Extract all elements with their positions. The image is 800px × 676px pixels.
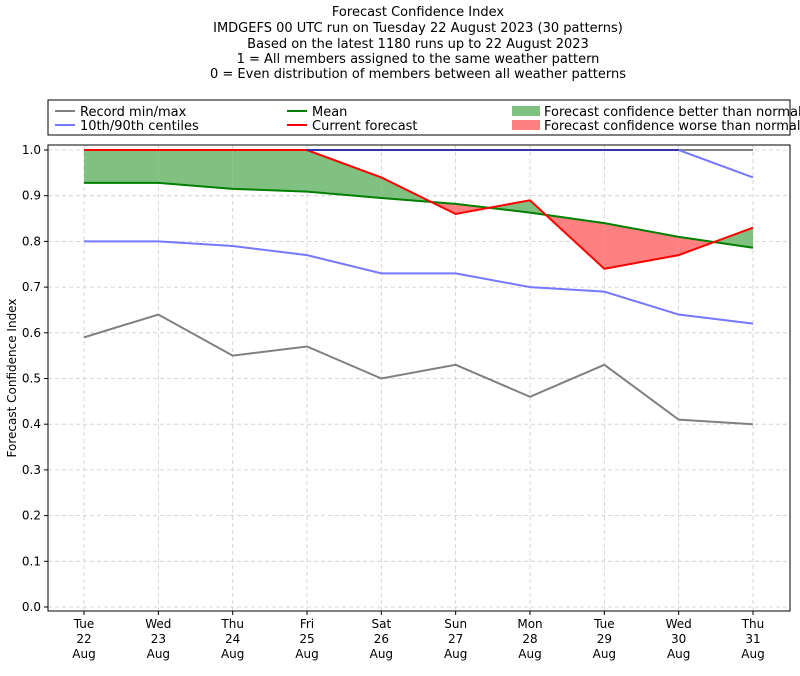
x-tick-label: Aug [444, 647, 467, 661]
x-tick-label: Sat [371, 617, 391, 631]
chart-subtitle-4: 0 = Even distribution of members between… [209, 67, 627, 82]
legend-label: Forecast confidence better than normal [544, 105, 800, 120]
x-tick-label: Sun [444, 617, 467, 631]
p10-line [84, 240, 754, 325]
record-min-line [83, 313, 754, 426]
legend-label: Record min/max [80, 105, 187, 120]
better-than-normal-area [489, 200, 530, 213]
worse-than-normal-area [604, 223, 679, 269]
y-tick-label: 0.9 [22, 189, 41, 203]
x-tick-label: Fri [300, 617, 314, 631]
x-tick-label: Wed [145, 617, 171, 631]
x-tick-label: Aug [221, 647, 244, 661]
x-tick-label: Aug [593, 647, 616, 661]
y-tick-label: 0.5 [22, 372, 41, 386]
y-tick-label: 0.6 [22, 326, 41, 340]
better-than-normal-area [158, 150, 233, 189]
legend-swatch [512, 120, 540, 130]
x-tick-label: Thu [220, 617, 244, 631]
x-tick-label: Thu [741, 617, 765, 631]
y-tick-label: 0.3 [22, 463, 41, 477]
y-tick-label: 0.1 [22, 554, 41, 568]
legend-label: 10th/90th centiles [80, 119, 199, 134]
legend-label: Mean [312, 105, 347, 120]
x-tick-label: 23 [151, 632, 166, 646]
y-axis-label: Forecast Confidence Index [5, 299, 19, 458]
x-tick-label: Aug [147, 647, 170, 661]
chart-subtitle-1: IMDGEFS 00 UTC run on Tuesday 22 August … [213, 21, 623, 36]
x-tick-label: 31 [745, 632, 760, 646]
x-tick-label: 25 [299, 632, 314, 646]
x-tick-label: Aug [295, 647, 318, 661]
x-tick-label: 24 [225, 632, 240, 646]
x-tick-label: 28 [522, 632, 537, 646]
x-tick-label: Mon [517, 617, 542, 631]
x-tick-label: 26 [374, 632, 389, 646]
x-tick-label: Aug [518, 647, 541, 661]
x-tick-label: 30 [671, 632, 686, 646]
x-tick-label: Aug [370, 647, 393, 661]
x-tick-label: Wed [666, 617, 692, 631]
chart-title: Forecast Confidence Index [331, 5, 505, 20]
y-tick-label: 0.8 [22, 234, 41, 248]
better-than-normal-area [307, 150, 382, 198]
chart-subtitle-2: Based on the latest 1180 runs up to 22 A… [247, 37, 589, 52]
x-tick-label: Aug [741, 647, 764, 661]
plot-frame [47, 144, 791, 612]
better-than-normal-area [84, 150, 159, 183]
x-tick-label: Tue [593, 617, 615, 631]
x-tick-label: 29 [597, 632, 612, 646]
y-tick-label: 0.4 [22, 417, 41, 431]
x-tick-label: Tue [73, 617, 95, 631]
better-than-normal-area [232, 150, 307, 192]
y-tick-label: 0.2 [22, 509, 41, 523]
y-tick-label: 0.7 [22, 280, 41, 294]
chart-subtitle-3: 1 = All members assigned to the same wea… [236, 52, 600, 67]
legend-swatch [512, 106, 540, 116]
x-tick-label: 27 [448, 632, 463, 646]
y-tick-label: 0.0 [22, 600, 41, 614]
x-tick-label: Aug [72, 647, 95, 661]
legend-label: Forecast confidence worse than normal [544, 119, 800, 134]
x-tick-label: Aug [667, 647, 690, 661]
legend-box [47, 99, 791, 136]
mean-line [84, 181, 754, 249]
legend-label: Current forecast [312, 119, 418, 134]
x-tick-label: 22 [76, 632, 91, 646]
y-tick-label: 1.0 [22, 143, 41, 157]
